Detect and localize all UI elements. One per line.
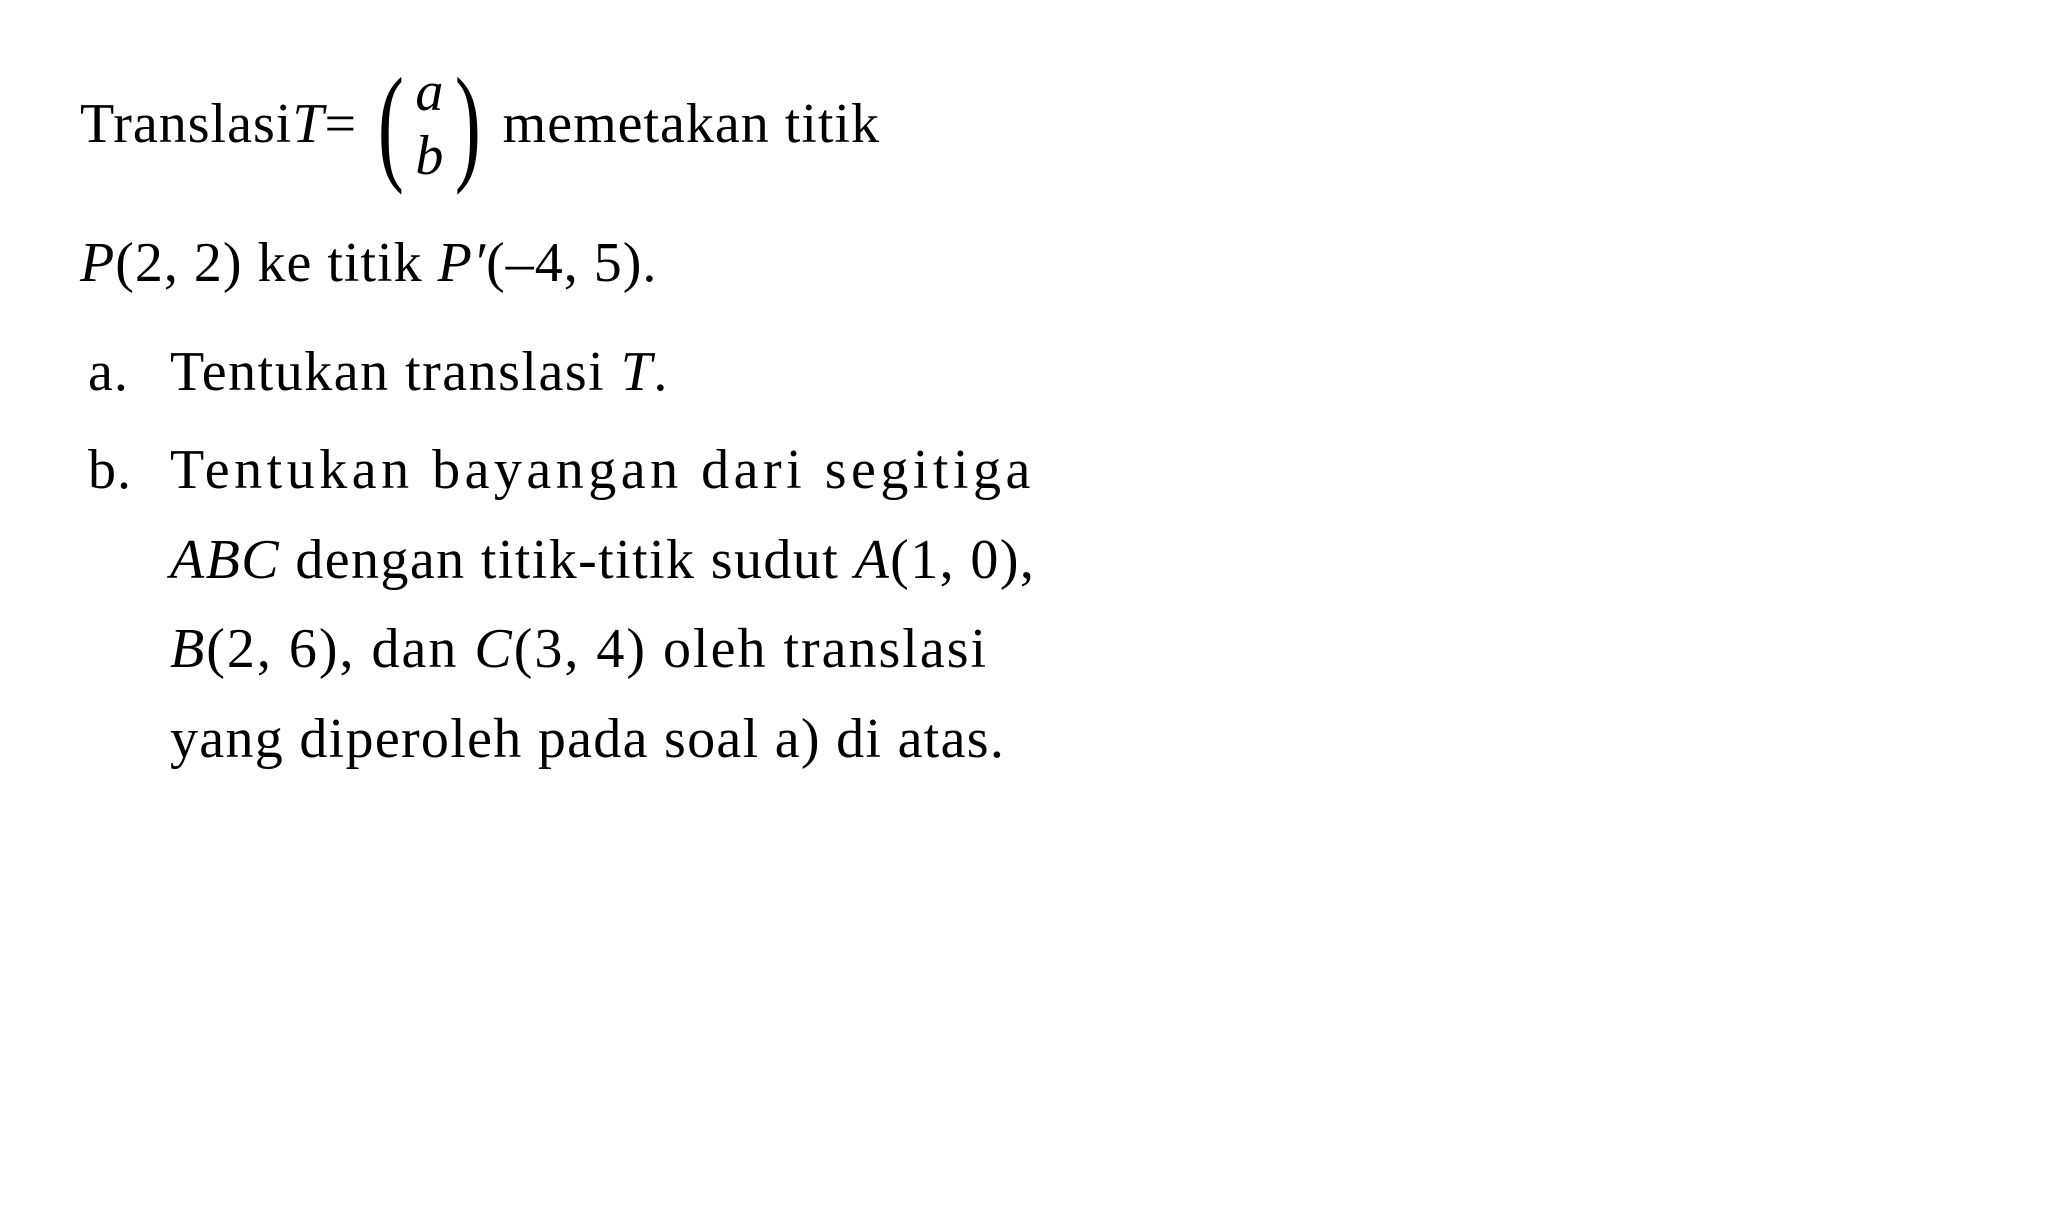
part-b-line2: ABC dengan titik-titik sudut A(1, 0), [170, 516, 1967, 606]
intro-line: Translasi T = ( a b ) memetakan titik [80, 60, 1967, 189]
intro-text-2: memetakan titik [503, 80, 880, 170]
math-problem: Translasi T = ( a b ) memetakan titik P(… [80, 60, 1967, 784]
C-coord: (3, 4) oleh translasi [514, 618, 988, 680]
right-paren-icon: ) [455, 72, 482, 176]
given-point-line: P(2, 2) ke titik P′(–4, 5). [80, 219, 1967, 309]
part-b-line4: yang diperoleh pada soal a) di atas. [170, 695, 1967, 785]
point-B: B [170, 618, 206, 680]
vector-bottom: b [415, 124, 444, 188]
point-A: A [855, 529, 891, 591]
variable-T: T [292, 80, 324, 170]
point-C: C [474, 618, 513, 680]
marker-b: b. [80, 426, 170, 784]
part-a: a. Tentukan translasi T. [80, 328, 1967, 418]
part-a-text-pre: Tentukan translasi [170, 341, 621, 403]
vector-entries: a b [413, 60, 446, 189]
left-paren-icon: ( [378, 72, 405, 176]
part-b-content: Tentukan bayangan dari segitiga ABC deng… [170, 426, 1967, 784]
P-coords: (2, 2) ke titik [115, 232, 437, 294]
part-a-text-post: . [653, 341, 669, 403]
triangle-ABC: ABC [170, 529, 280, 591]
column-vector: ( a b ) [369, 60, 491, 189]
part-b: b. Tentukan bayangan dari segitiga ABC d… [80, 426, 1967, 784]
marker-a: a. [80, 328, 170, 418]
part-a-T: T [621, 341, 654, 403]
B-coord: (2, 6), dan [206, 618, 474, 680]
equals-sign: = [324, 80, 357, 170]
vector-top: a [415, 60, 444, 124]
part-a-content: Tentukan translasi T. [170, 328, 1967, 418]
point-P: P [80, 232, 115, 294]
point-P-prime: P′ [438, 232, 486, 294]
part-b-line1: Tentukan bayangan dari segitiga [170, 426, 1967, 516]
part-b-line3: B(2, 6), dan C(3, 4) oleh translasi [170, 605, 1967, 695]
Pprime-coords: (–4, 5). [486, 232, 657, 294]
line2-mid: dengan titik-titik sudut [280, 529, 855, 591]
intro-text-1: Translasi [80, 80, 292, 170]
A-coord: (1, 0), [890, 529, 1035, 591]
